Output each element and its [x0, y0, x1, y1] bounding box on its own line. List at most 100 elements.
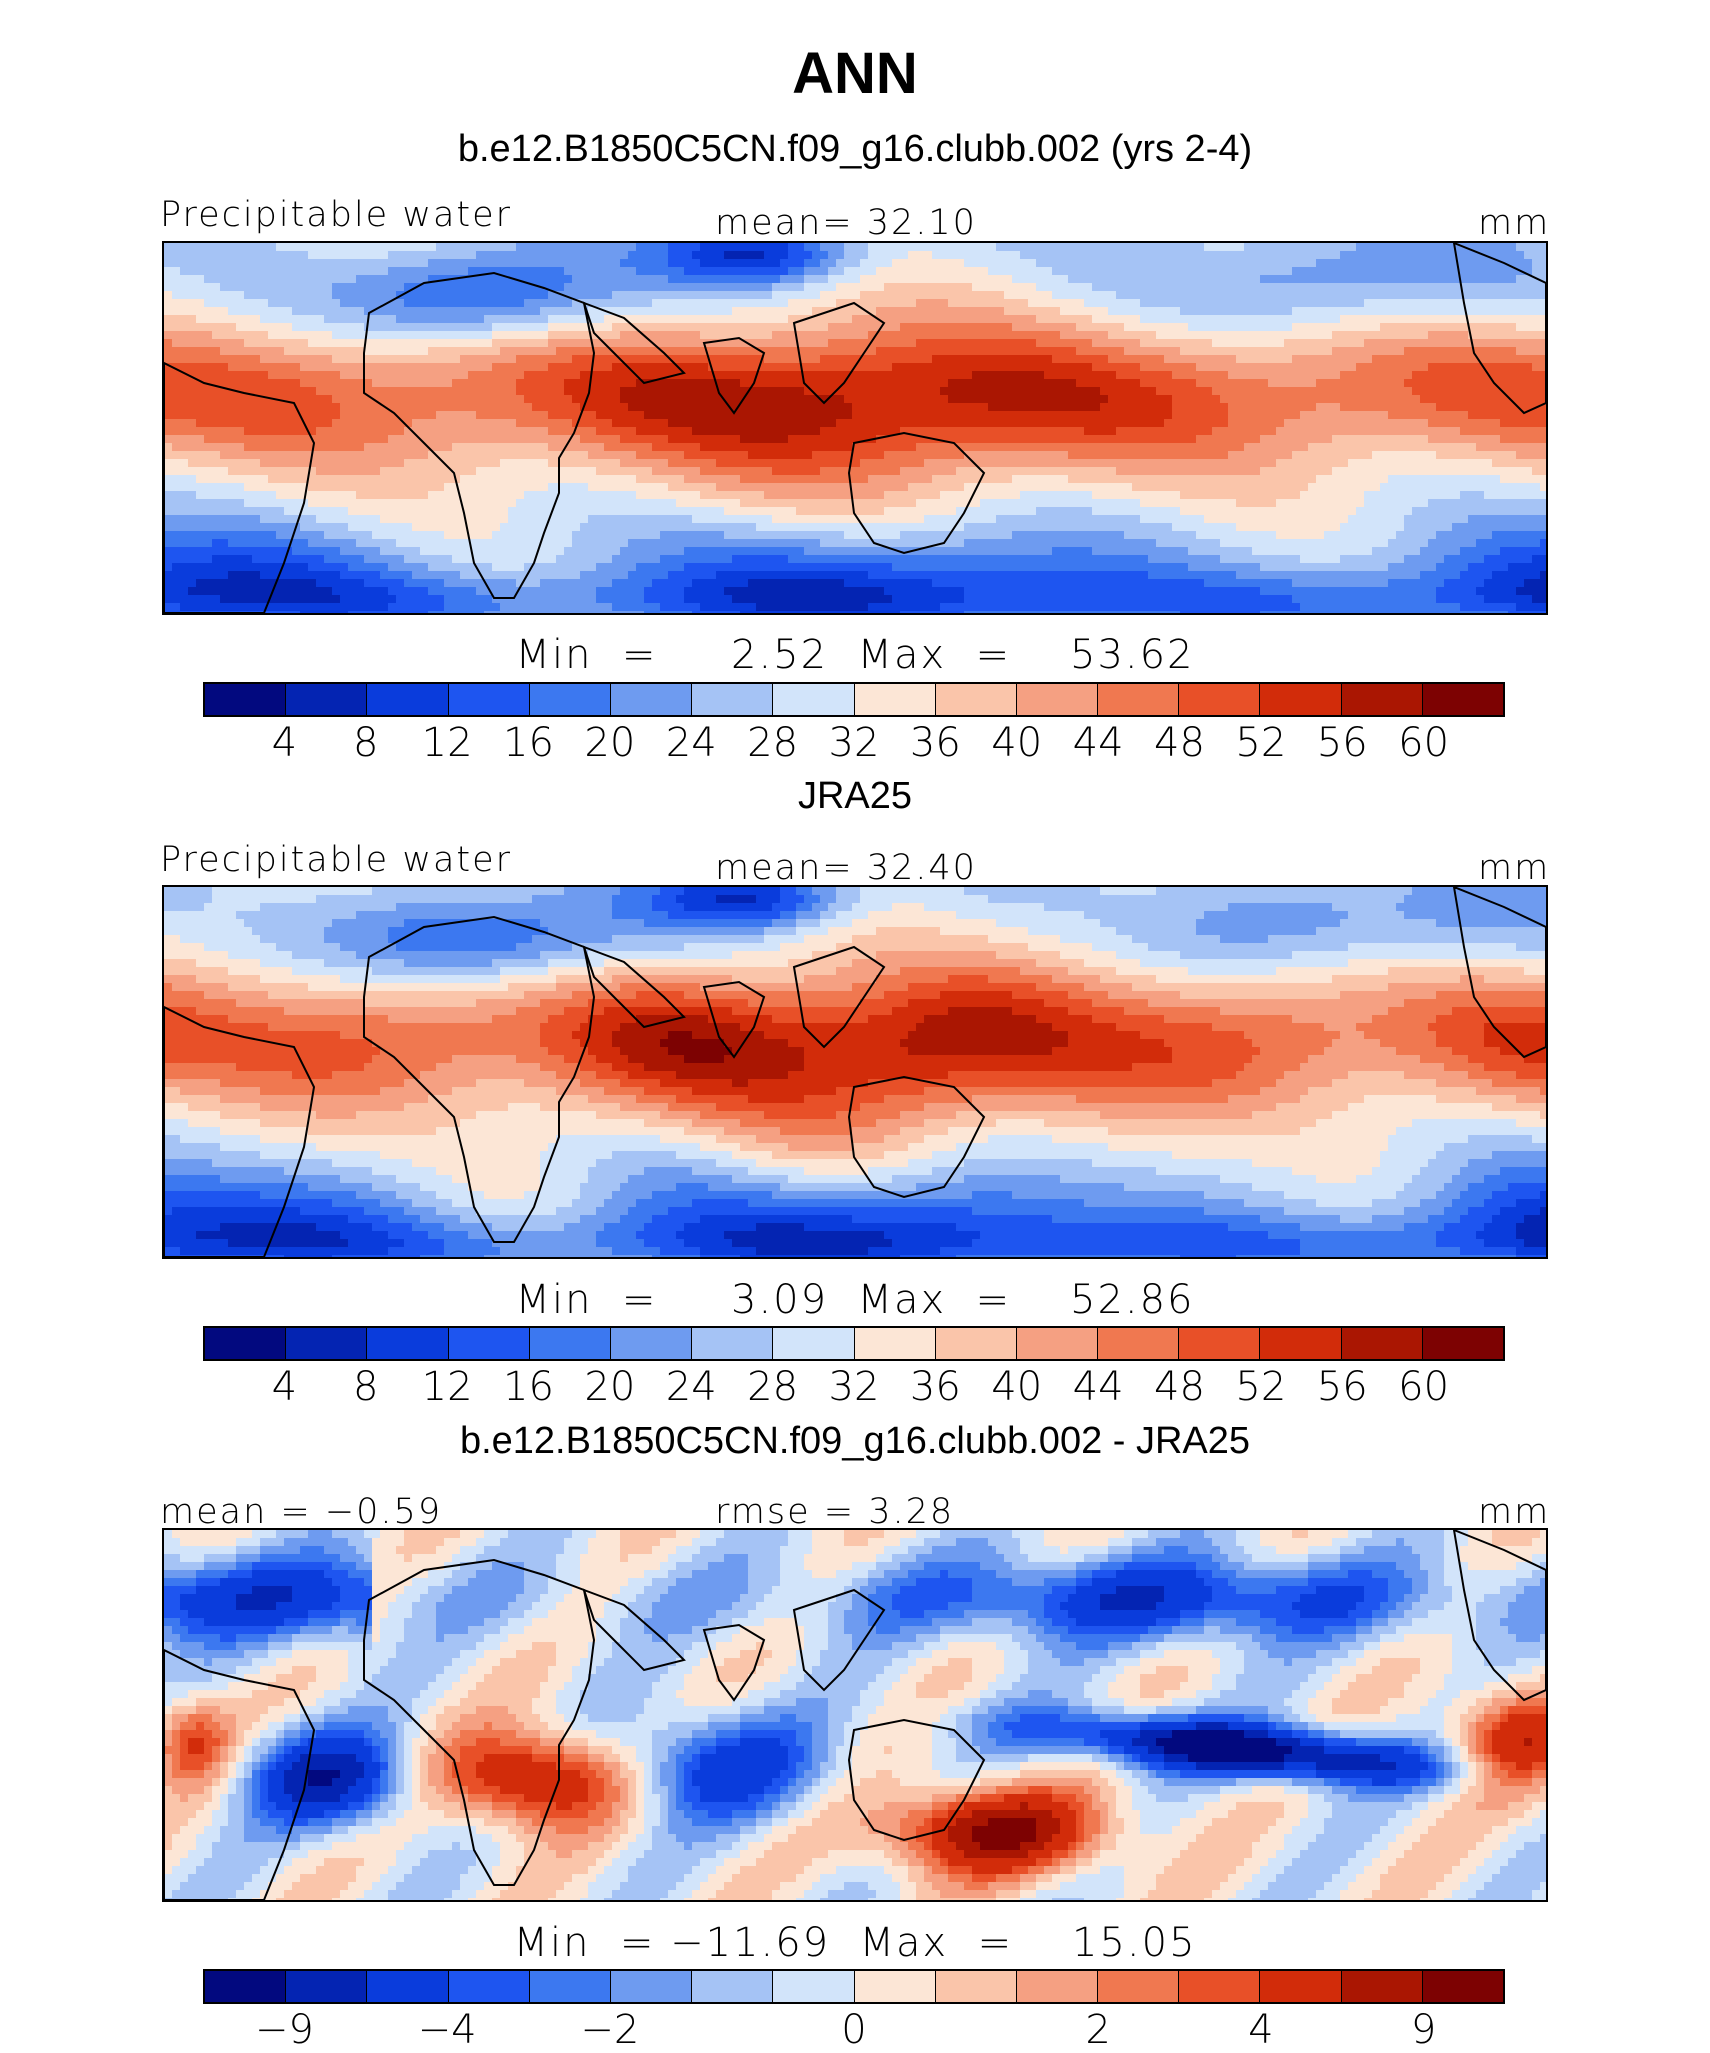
units-label-obs: mm — [1478, 848, 1550, 888]
colorbar-tick-label: 44 — [1073, 720, 1124, 766]
contour-map-obs — [164, 887, 1546, 1257]
colorbar-tick-label: 52 — [1235, 720, 1286, 766]
minmax-label-model: Min = 2.52 Max = 53.62 — [0, 632, 1710, 678]
colorbar-tick-label: 44 — [1073, 1364, 1124, 1410]
map-panel-model — [162, 241, 1548, 615]
colorbar-swatch — [286, 1971, 367, 2002]
mean-label-model: mean= 32.10 — [715, 203, 977, 243]
colorbar-swatch — [1423, 684, 1503, 715]
colorbar-swatch — [773, 1971, 854, 2002]
map-panel-obs — [162, 885, 1548, 1259]
colorbar-swatch — [936, 684, 1017, 715]
colorbar-swatch — [367, 1971, 448, 2002]
colorbar-tick-label: 0 — [841, 2007, 866, 2053]
case-label-diff: b.e12.B1850C5CN.f09_g16.clubb.002 - JRA2… — [0, 1420, 1710, 1463]
colorbar-tick-label: 52 — [1235, 1364, 1286, 1410]
colorbar-tick-label: 4 — [272, 1364, 297, 1410]
colorbar-swatch — [1342, 1328, 1423, 1359]
colorbar-swatch — [1098, 1328, 1179, 1359]
colorbar-tick-label: 20 — [584, 1364, 635, 1410]
colorbar-swatch — [611, 684, 692, 715]
colorbar-swatch — [611, 1971, 692, 2002]
contour-map-model — [164, 243, 1546, 613]
colorbar-swatch — [449, 684, 530, 715]
colorbar-swatch — [367, 1328, 448, 1359]
colorbar-swatch — [1179, 1971, 1260, 2002]
colorbar-swatch — [692, 1971, 773, 2002]
colorbar-tick-label: 24 — [666, 1364, 717, 1410]
colorbar-swatch — [449, 1971, 530, 2002]
colorbar-swatch — [205, 1328, 286, 1359]
colorbar-tick-label: 36 — [910, 1364, 961, 1410]
colorbar-swatch — [530, 1328, 611, 1359]
colorbar-swatch — [286, 1328, 367, 1359]
colorbar-swatch — [855, 1971, 936, 2002]
colorbar-swatch — [692, 1328, 773, 1359]
colorbar-swatch — [1017, 1328, 1098, 1359]
colorbar-swatch — [611, 1328, 692, 1359]
colorbar-model — [203, 682, 1505, 717]
units-label-diff: mm — [1478, 1492, 1550, 1532]
colorbar-tick-label: 16 — [503, 720, 554, 766]
units-label-model: mm — [1478, 203, 1550, 243]
colorbar-tick-label: 24 — [666, 720, 717, 766]
colorbar-swatch — [1098, 1971, 1179, 2002]
variable-label-model: Precipitable water — [160, 195, 512, 235]
colorbar-swatch — [1342, 684, 1423, 715]
colorbar-swatch — [773, 684, 854, 715]
mean-label-obs: mean= 32.40 — [715, 848, 977, 888]
colorbar-tick-label: 32 — [829, 1364, 880, 1410]
minmax-label-diff: Min = −11.69 Max = 15.05 — [0, 1920, 1710, 1966]
colorbar-tick-label: 56 — [1317, 720, 1368, 766]
variable-label-obs: Precipitable water — [160, 840, 512, 880]
case-label-model: b.e12.B1850C5CN.f09_g16.clubb.002 (yrs 2… — [0, 128, 1710, 171]
colorbar-swatch — [1179, 1328, 1260, 1359]
colorbar-swatch — [1342, 1971, 1423, 2002]
colorbar-diff — [203, 1969, 1505, 2004]
colorbar-tick-label: 2 — [1085, 2007, 1110, 2053]
colorbar-tick-label: 16 — [503, 1364, 554, 1410]
colorbar-swatch — [1017, 684, 1098, 715]
colorbar-swatch — [367, 684, 448, 715]
colorbar-swatch — [1179, 684, 1260, 715]
colorbar-swatch — [855, 684, 936, 715]
rmse-label-diff: rmse = 3.28 — [715, 1492, 954, 1532]
colorbar-tick-label: 4 — [1248, 2007, 1273, 2053]
colorbar-tick-label: 28 — [747, 1364, 798, 1410]
colorbar-tick-label: 56 — [1317, 1364, 1368, 1410]
colorbar-tick-label: 9 — [1411, 2007, 1436, 2053]
colorbar-swatch — [1423, 1328, 1503, 1359]
colorbar-swatch — [205, 1971, 286, 2002]
colorbar-swatch — [936, 1328, 1017, 1359]
colorbar-tick-label: 60 — [1398, 1364, 1449, 1410]
colorbar-swatch — [1098, 684, 1179, 715]
minmax-label-obs: Min = 3.09 Max = 52.86 — [0, 1277, 1710, 1323]
colorbar-tick-label: 8 — [353, 720, 378, 766]
colorbar-tick-label: 12 — [422, 720, 473, 766]
case-label-obs: JRA25 — [0, 775, 1710, 818]
colorbar-swatch — [530, 684, 611, 715]
colorbar-swatch — [449, 1328, 530, 1359]
colorbar-obs — [203, 1326, 1505, 1361]
colorbar-tick-label: −2 — [580, 2007, 639, 2053]
colorbar-swatch — [855, 1328, 936, 1359]
colorbar-swatch — [1260, 684, 1341, 715]
colorbar-swatch — [692, 684, 773, 715]
colorbar-swatch — [773, 1328, 854, 1359]
colorbar-tick-label: 48 — [1154, 720, 1205, 766]
contour-map-diff — [164, 1530, 1546, 1900]
colorbar-swatch — [1260, 1328, 1341, 1359]
colorbar-tick-label: 60 — [1398, 720, 1449, 766]
colorbar-swatch — [530, 1971, 611, 2002]
colorbar-swatch — [1017, 1971, 1098, 2002]
colorbar-tick-label: −9 — [255, 2007, 314, 2053]
colorbar-tick-label: 12 — [422, 1364, 473, 1410]
colorbar-tick-label: −4 — [418, 2007, 477, 2053]
colorbar-swatch — [936, 1971, 1017, 2002]
colorbar-swatch — [1423, 1971, 1503, 2002]
colorbar-swatch — [205, 684, 286, 715]
colorbar-tick-label: 36 — [910, 720, 961, 766]
colorbar-tick-label: 28 — [747, 720, 798, 766]
colorbar-tick-label: 48 — [1154, 1364, 1205, 1410]
colorbar-tick-label: 8 — [353, 1364, 378, 1410]
